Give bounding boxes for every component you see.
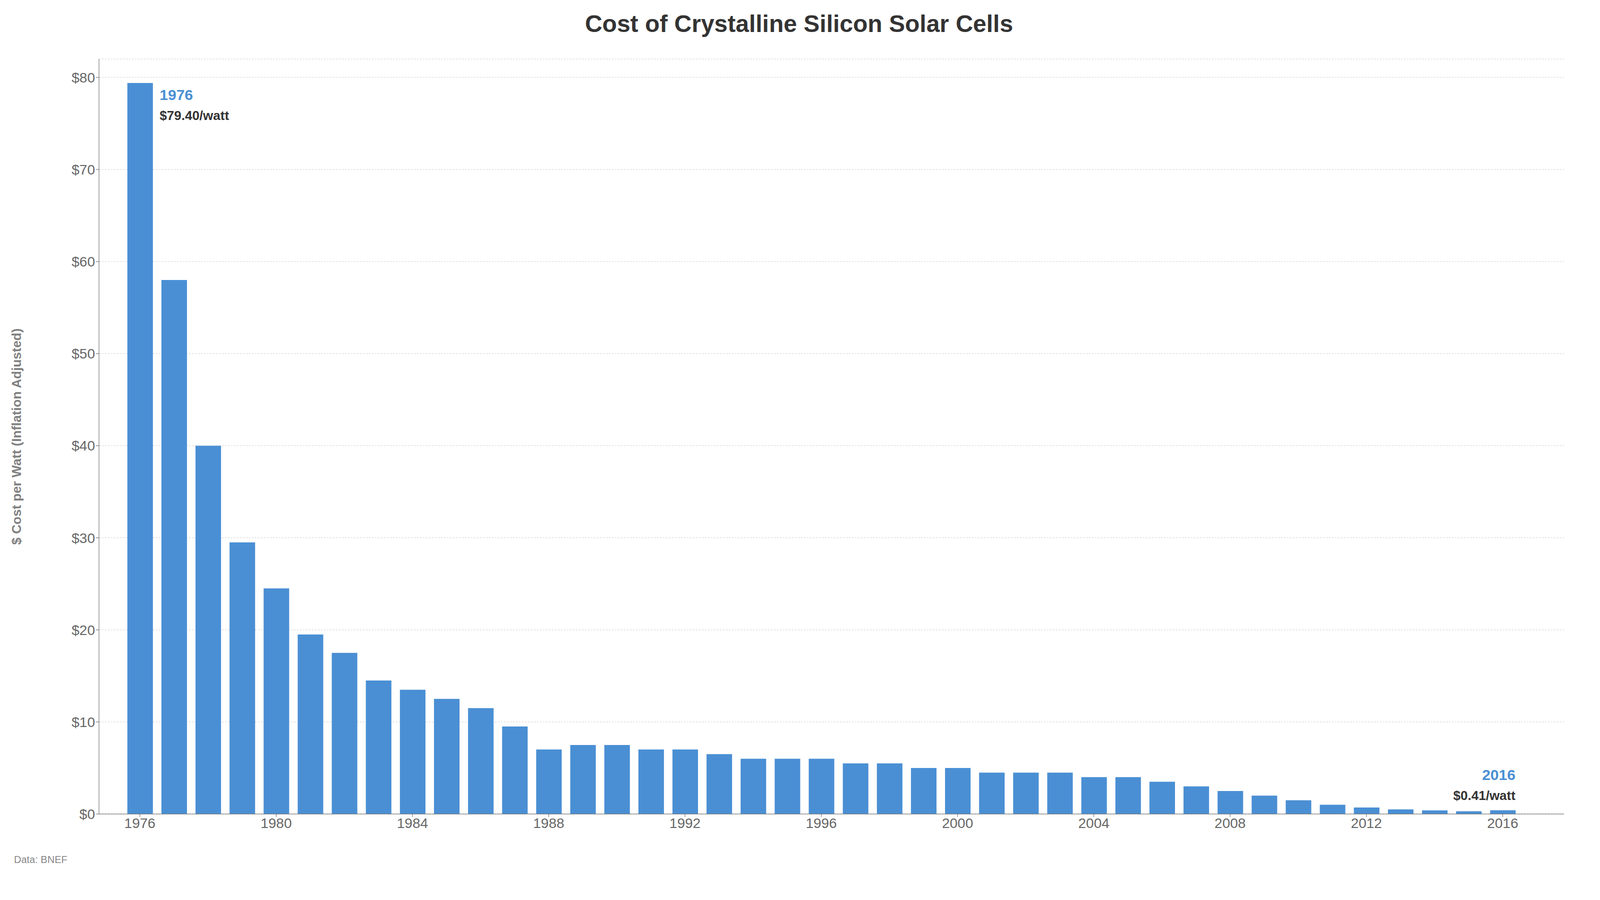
svg-text:1976: 1976: [159, 86, 193, 103]
svg-text:1976: 1976: [124, 815, 156, 831]
svg-text:$10: $10: [71, 714, 95, 730]
svg-text:$79.40/watt: $79.40/watt: [159, 108, 229, 123]
svg-text:$70: $70: [71, 162, 95, 178]
svg-text:2012: 2012: [1351, 815, 1382, 831]
svg-text:$0.41/watt: $0.41/watt: [1453, 788, 1516, 803]
svg-text:$40: $40: [71, 438, 95, 454]
html-text:Data: BNEF: Data: BNEF: [14, 854, 68, 865]
svg-text:$60: $60: [71, 254, 95, 270]
svg-text:$80: $80: [71, 70, 95, 86]
svg-text:$50: $50: [71, 346, 95, 362]
svg-text:2000: 2000: [942, 815, 973, 831]
svg-text:1992: 1992: [669, 815, 701, 831]
svg-text:1984: 1984: [397, 815, 428, 831]
html-text:Cost of Crystalline Silicon So: Cost of Crystalline Silicon Solar Cells: [584, 10, 1014, 37]
svg-text:1980: 1980: [260, 815, 292, 831]
svg-text:1988: 1988: [533, 815, 564, 831]
svg-text:2004: 2004: [1078, 815, 1110, 831]
svg-text:2016: 2016: [1482, 766, 1516, 783]
svg-text:2008: 2008: [1214, 815, 1246, 831]
svg-text:2016: 2016: [1487, 815, 1518, 831]
svg-text:$ Cost per Watt (Inflation Adj: $ Cost per Watt (Inflation Adjusted): [9, 328, 24, 545]
svg-text:$30: $30: [71, 530, 95, 546]
svg-text:1996: 1996: [805, 815, 837, 831]
svg-text:$0: $0: [79, 806, 95, 822]
svg-text:$20: $20: [71, 622, 95, 638]
